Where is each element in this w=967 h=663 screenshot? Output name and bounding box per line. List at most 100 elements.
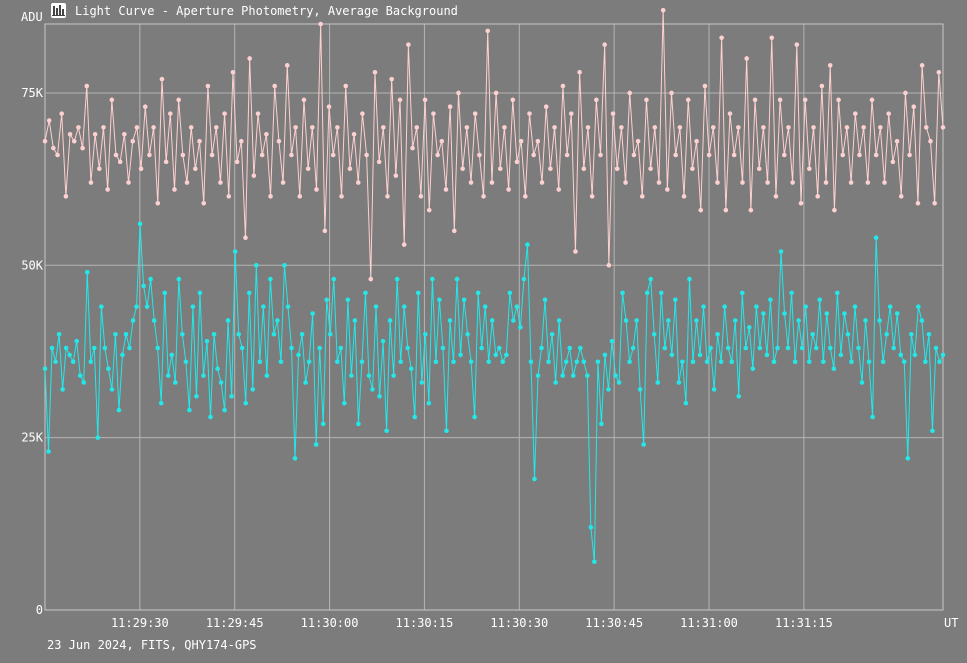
series-2-point xyxy=(845,331,851,337)
series-1-point xyxy=(464,125,470,130)
series-2-point xyxy=(747,325,752,330)
series-2-point xyxy=(285,304,291,309)
series-1-point xyxy=(510,97,516,103)
series-1-point xyxy=(393,173,399,178)
series-1-point xyxy=(67,132,73,137)
series-2-point xyxy=(296,352,301,358)
series-1-point xyxy=(472,111,478,116)
series-2-point xyxy=(761,311,766,316)
series-1-point xyxy=(573,249,578,254)
series-2-point xyxy=(599,421,604,427)
series-2-point xyxy=(180,331,185,337)
series-2-point xyxy=(74,338,79,344)
series-1-point xyxy=(690,166,695,172)
series-1-point xyxy=(606,262,612,268)
series-1-point xyxy=(84,83,90,89)
series-2-point xyxy=(42,366,48,372)
series-1-point xyxy=(932,200,937,206)
series-1-point xyxy=(777,97,783,103)
series-1-point xyxy=(656,180,662,185)
series-1-point xyxy=(560,83,566,89)
series-2-point xyxy=(387,318,393,323)
series-1-point xyxy=(255,111,261,116)
series-2-point xyxy=(553,380,558,385)
series-1-point xyxy=(176,97,181,103)
series-2-point xyxy=(901,359,907,365)
series-1-point xyxy=(840,152,846,158)
series-1-point xyxy=(903,90,908,96)
series-1-point xyxy=(911,104,917,110)
series-2-point xyxy=(507,290,513,296)
series-1-point xyxy=(723,207,729,213)
series-1-point xyxy=(481,194,486,199)
series-1-point xyxy=(180,152,186,158)
footer-info: 23 Jun 2024, FITS, QHY174-GPS xyxy=(47,638,257,652)
series-1-point xyxy=(836,97,841,103)
series-1-point xyxy=(443,187,449,192)
series-2-point xyxy=(454,276,460,282)
series-2-point xyxy=(525,242,530,247)
series-2-point xyxy=(521,276,527,282)
series-1-point xyxy=(343,83,349,89)
series-2-point xyxy=(356,421,361,427)
series-2-point xyxy=(412,414,418,420)
series-2-point xyxy=(331,276,337,282)
series-1-point xyxy=(610,111,616,116)
series-2-point xyxy=(704,359,710,365)
series-2-point xyxy=(539,345,544,351)
series-1-point xyxy=(213,125,219,130)
series-2-point xyxy=(468,359,474,365)
x-tick-label: 11:29:45 xyxy=(206,616,264,630)
series-2-point xyxy=(715,331,720,337)
series-2-point xyxy=(437,297,442,303)
series-2-point xyxy=(190,304,196,309)
series-1-point xyxy=(527,111,532,116)
series-2-point xyxy=(718,359,724,365)
series-2-point xyxy=(173,380,178,385)
series-1-point xyxy=(314,187,319,192)
series-1-point xyxy=(188,125,194,130)
series-1-point xyxy=(168,111,173,116)
series-2-point xyxy=(870,414,875,420)
series-2-point xyxy=(440,345,446,351)
series-2-point xyxy=(299,331,305,337)
series-1-point xyxy=(406,42,411,47)
series-1-point xyxy=(756,166,762,172)
series-1-point xyxy=(635,138,641,144)
series-2-point xyxy=(275,318,280,323)
series-2-point xyxy=(155,345,160,351)
series-1-point xyxy=(456,90,461,96)
series-2-point xyxy=(444,428,449,434)
series-1-point xyxy=(802,97,808,103)
series-2-point xyxy=(722,304,727,309)
y-tick-labels: 0 25K 50K 75K xyxy=(21,86,43,617)
series-1-point xyxy=(493,90,499,96)
series-2-point xyxy=(475,290,481,296)
series-1-point xyxy=(201,200,207,206)
series-1-point xyxy=(514,159,520,165)
series-1-point xyxy=(163,159,169,165)
series-1-point xyxy=(652,125,658,130)
series-2-point xyxy=(405,345,411,351)
series-2-point xyxy=(581,359,587,365)
series-1-point xyxy=(489,180,495,185)
series-2-point xyxy=(84,269,90,275)
series-2-point xyxy=(662,345,668,351)
x-tick-label: 11:30:00 xyxy=(301,616,359,630)
series-1-point xyxy=(376,159,382,165)
series-1-point xyxy=(468,180,474,185)
series-1-point xyxy=(619,125,624,130)
series-1-point xyxy=(355,180,361,185)
series-1-point xyxy=(109,97,115,103)
series-2-point xyxy=(556,318,562,323)
series-2-point xyxy=(327,331,333,337)
series-2-point xyxy=(461,297,467,303)
series-2-point xyxy=(394,276,400,282)
series-1-point xyxy=(76,125,81,130)
series-1-point xyxy=(523,194,528,199)
series-1-point xyxy=(815,194,820,199)
series-1-point xyxy=(677,125,683,130)
series-1-point xyxy=(669,90,674,96)
series-2-point xyxy=(352,318,358,323)
series-1-point xyxy=(744,56,749,61)
